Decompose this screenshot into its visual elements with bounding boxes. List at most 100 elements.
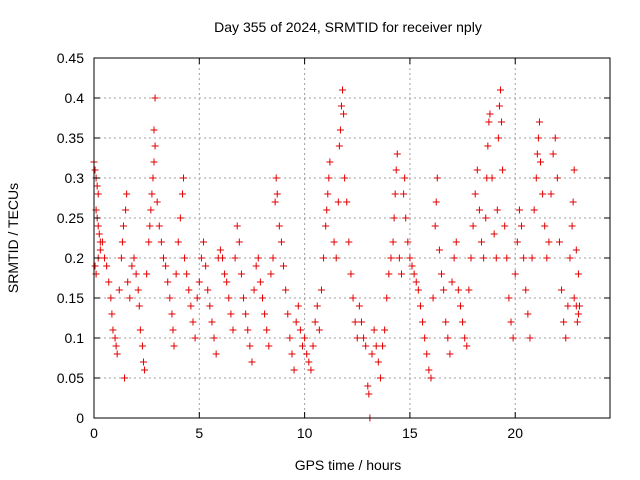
data-point xyxy=(383,294,391,302)
data-point xyxy=(136,326,144,334)
data-point xyxy=(513,238,521,246)
data-point xyxy=(518,222,526,230)
data-point xyxy=(151,142,159,150)
data-point xyxy=(423,350,431,358)
data-point xyxy=(292,318,300,326)
data-point xyxy=(391,190,399,198)
data-point xyxy=(153,198,161,206)
data-point xyxy=(498,118,506,126)
data-point xyxy=(218,254,226,262)
x-tick-label: 20 xyxy=(507,425,523,441)
y-tick-label: 0.05 xyxy=(57,370,84,386)
data-point xyxy=(526,334,534,342)
data-point xyxy=(347,270,355,278)
data-point xyxy=(294,302,302,310)
data-point xyxy=(101,254,109,262)
data-point xyxy=(376,374,384,382)
data-point xyxy=(568,222,576,230)
data-point xyxy=(433,174,441,182)
data-point xyxy=(124,278,132,286)
data-point xyxy=(324,190,332,198)
data-point xyxy=(132,270,140,278)
data-point xyxy=(303,350,311,358)
data-point xyxy=(395,254,403,262)
data-point xyxy=(522,286,530,294)
data-point xyxy=(113,350,121,358)
data-point xyxy=(486,110,494,118)
data-point xyxy=(256,278,264,286)
data-point xyxy=(135,302,143,310)
y-tick-label: 0.15 xyxy=(57,290,84,306)
tick-labels: 0 0.05 0.1 0.15 0.2 0.25 0.3 0.35 0.4 0.45 0 5 10 15 2… xyxy=(57,50,523,441)
data-point xyxy=(261,310,269,318)
data-point xyxy=(235,238,243,246)
data-point xyxy=(91,262,99,270)
data-point xyxy=(189,318,197,326)
x-tick-label: 0 xyxy=(90,425,98,441)
data-point xyxy=(357,318,365,326)
data-point xyxy=(549,150,557,158)
data-point xyxy=(404,238,412,246)
data-point xyxy=(339,86,347,94)
data-point xyxy=(547,190,555,198)
data-point xyxy=(147,206,155,214)
data-point xyxy=(299,342,307,350)
data-point xyxy=(148,190,156,198)
data-point xyxy=(325,174,333,182)
data-point xyxy=(227,310,235,318)
data-point xyxy=(438,270,446,278)
data-point xyxy=(231,254,239,262)
data-point xyxy=(337,102,345,110)
data-point xyxy=(98,238,106,246)
data-point xyxy=(421,334,429,342)
data-point xyxy=(335,142,343,150)
data-point xyxy=(389,238,397,246)
data-point xyxy=(200,238,208,246)
data-point xyxy=(341,174,349,182)
data-point xyxy=(216,246,224,254)
data-point xyxy=(390,214,398,222)
data-point xyxy=(536,158,544,166)
data-point xyxy=(172,270,180,278)
data-point xyxy=(250,286,258,294)
data-point xyxy=(139,358,147,366)
data-point xyxy=(343,198,351,206)
data-point xyxy=(459,318,467,326)
data-point xyxy=(237,270,245,278)
data-point xyxy=(432,198,440,206)
axis-ticks xyxy=(93,57,610,419)
data-point xyxy=(183,270,191,278)
data-point xyxy=(93,182,101,190)
data-point xyxy=(505,294,513,302)
data-point xyxy=(322,222,330,230)
data-point xyxy=(178,190,186,198)
data-point xyxy=(206,302,214,310)
data-point xyxy=(406,254,414,262)
data-point xyxy=(545,238,553,246)
data-point xyxy=(170,342,178,350)
data-point xyxy=(94,190,102,198)
data-point xyxy=(402,214,410,222)
data-point xyxy=(109,326,117,334)
data-point xyxy=(429,294,437,302)
data-point xyxy=(469,222,477,230)
data-point xyxy=(296,326,304,334)
data-point xyxy=(393,150,401,158)
data-point xyxy=(180,174,188,182)
data-point xyxy=(267,270,275,278)
data-point xyxy=(456,302,464,310)
data-point xyxy=(566,254,574,262)
data-point xyxy=(400,190,408,198)
data-point xyxy=(442,318,450,326)
data-point xyxy=(414,286,422,294)
data-point xyxy=(204,286,212,294)
data-point xyxy=(258,294,266,302)
data-point xyxy=(288,350,296,358)
data-point xyxy=(105,278,113,286)
data-point xyxy=(280,262,288,270)
data-point xyxy=(326,158,334,166)
data-point xyxy=(317,286,325,294)
data-point xyxy=(149,174,157,182)
